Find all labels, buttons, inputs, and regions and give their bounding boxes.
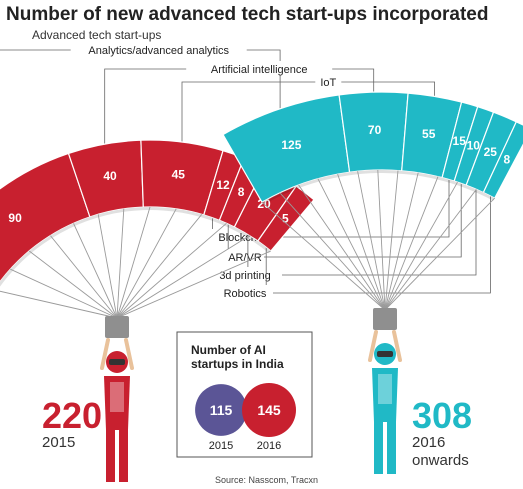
arm-1 <box>392 330 402 362</box>
suspension-line-0 <box>116 208 125 319</box>
category-label-1: Artificial intelligence <box>211 64 308 76</box>
leg-1 <box>387 422 396 474</box>
category-label-0: Analytics/advanced analytics <box>88 45 229 57</box>
inset-label-0: 2015 <box>209 440 233 452</box>
suspension-line-0 <box>28 250 118 319</box>
inset-title-line: startups in India <box>191 357 284 371</box>
suspension-line-1 <box>384 170 399 311</box>
suspension-line-0 <box>116 206 151 319</box>
canopy-shade-1 <box>262 170 495 205</box>
leader-line-6 <box>265 194 491 294</box>
canopy-shade-0 <box>0 207 271 287</box>
parachutes: 90404512820512570551510258 <box>0 91 523 319</box>
canopy-value-1-6: 8 <box>504 152 511 166</box>
leader-label-bg-4 <box>226 249 264 263</box>
period-2016-line: onwards <box>412 452 469 469</box>
suspension-line-0 <box>116 208 177 319</box>
suspension-line-0 <box>10 268 118 319</box>
inset-label-1: 2016 <box>257 440 281 452</box>
leader-label-bg-6 <box>217 285 273 299</box>
inset-value-0: 115 <box>210 402 233 418</box>
leader-label-bg-2 <box>315 74 342 88</box>
arm-1 <box>368 330 378 362</box>
harness-1 <box>373 308 397 330</box>
suspension-line-1 <box>357 171 386 311</box>
period-2016-line: 2016 <box>412 434 445 451</box>
canopy-value-0-2: 45 <box>172 167 186 181</box>
leg-0 <box>119 430 128 482</box>
arm-0 <box>124 338 134 370</box>
leader-label-bg-1 <box>186 61 333 75</box>
leader-line-3 <box>212 178 450 238</box>
suspension-line-0 <box>116 222 227 319</box>
suspension-line-1 <box>384 172 419 311</box>
suspension-line-0 <box>116 214 203 319</box>
chart-subtitle: Advanced tech start-ups <box>32 28 161 42</box>
period-2015: 2015 <box>42 434 75 451</box>
suspension-line-1 <box>279 192 386 311</box>
skydivers <box>100 308 402 482</box>
suspension-line-1 <box>384 181 458 311</box>
category-label-5: 3d printing <box>219 270 270 282</box>
goggles-1 <box>377 351 393 357</box>
chest-strap-0 <box>110 382 124 412</box>
suspension-line-1 <box>337 173 386 311</box>
total-2015: 220 <box>42 395 102 436</box>
chart-title: Number of new advanced tech start-ups in… <box>6 4 488 25</box>
canopy-value-1-5: 25 <box>484 145 498 159</box>
body-0 <box>104 376 130 430</box>
body-1 <box>372 368 398 422</box>
leg-1 <box>374 422 383 474</box>
category-label-6: Robotics <box>224 288 267 300</box>
suspension-line-1 <box>317 178 386 311</box>
total-2016: 308 <box>412 395 472 436</box>
canopy-value-1-1: 70 <box>368 123 382 137</box>
suspension-line-0 <box>73 223 118 319</box>
canopy-value-0-1: 40 <box>103 169 117 183</box>
inset-bubble-1 <box>242 383 296 437</box>
leader-line-4 <box>227 182 462 258</box>
suspension-line-0 <box>50 235 118 319</box>
canopy-value-0-4: 8 <box>238 185 245 199</box>
suspension-line-0 <box>97 214 118 319</box>
goggles-0 <box>109 359 125 365</box>
canopy-value-1-4: 10 <box>467 138 481 152</box>
leader-label-bg-0 <box>70 42 247 56</box>
canopy-value-0-6: 5 <box>282 212 289 226</box>
canopy-value-0-0: 90 <box>8 211 22 225</box>
source-note: Source: Nasscom, Tracxn <box>215 475 318 485</box>
inset-title-line: Number of AI <box>191 343 266 357</box>
leader-line-5 <box>247 187 477 276</box>
canopy-value-1-0: 125 <box>281 138 301 152</box>
suspension-line-1 <box>384 176 439 311</box>
arm-0 <box>100 338 110 370</box>
suspension-line-0 <box>0 290 118 319</box>
suspension-line-1 <box>377 169 386 311</box>
chest-strap-1 <box>378 374 392 404</box>
category-label-2: IoT <box>320 77 336 89</box>
suspension-line-1 <box>298 184 386 311</box>
harness-0 <box>105 316 129 338</box>
leader-line-2 <box>181 81 436 143</box>
suspension-line-1 <box>384 197 496 311</box>
canopy-value-0-3: 12 <box>216 178 230 192</box>
category-label-4: AR/VR <box>228 252 262 264</box>
inset-bubble-0 <box>195 384 247 436</box>
inset-value-1: 145 <box>257 402 281 418</box>
suspension-line-0 <box>116 250 271 319</box>
suspension-line-1 <box>261 201 386 311</box>
canopy-value-1-2: 55 <box>422 127 436 141</box>
suspension-line-1 <box>384 189 477 311</box>
canopy-value-1-3: 15 <box>453 134 467 148</box>
suspension-line-0 <box>116 235 250 319</box>
leg-0 <box>106 430 115 482</box>
